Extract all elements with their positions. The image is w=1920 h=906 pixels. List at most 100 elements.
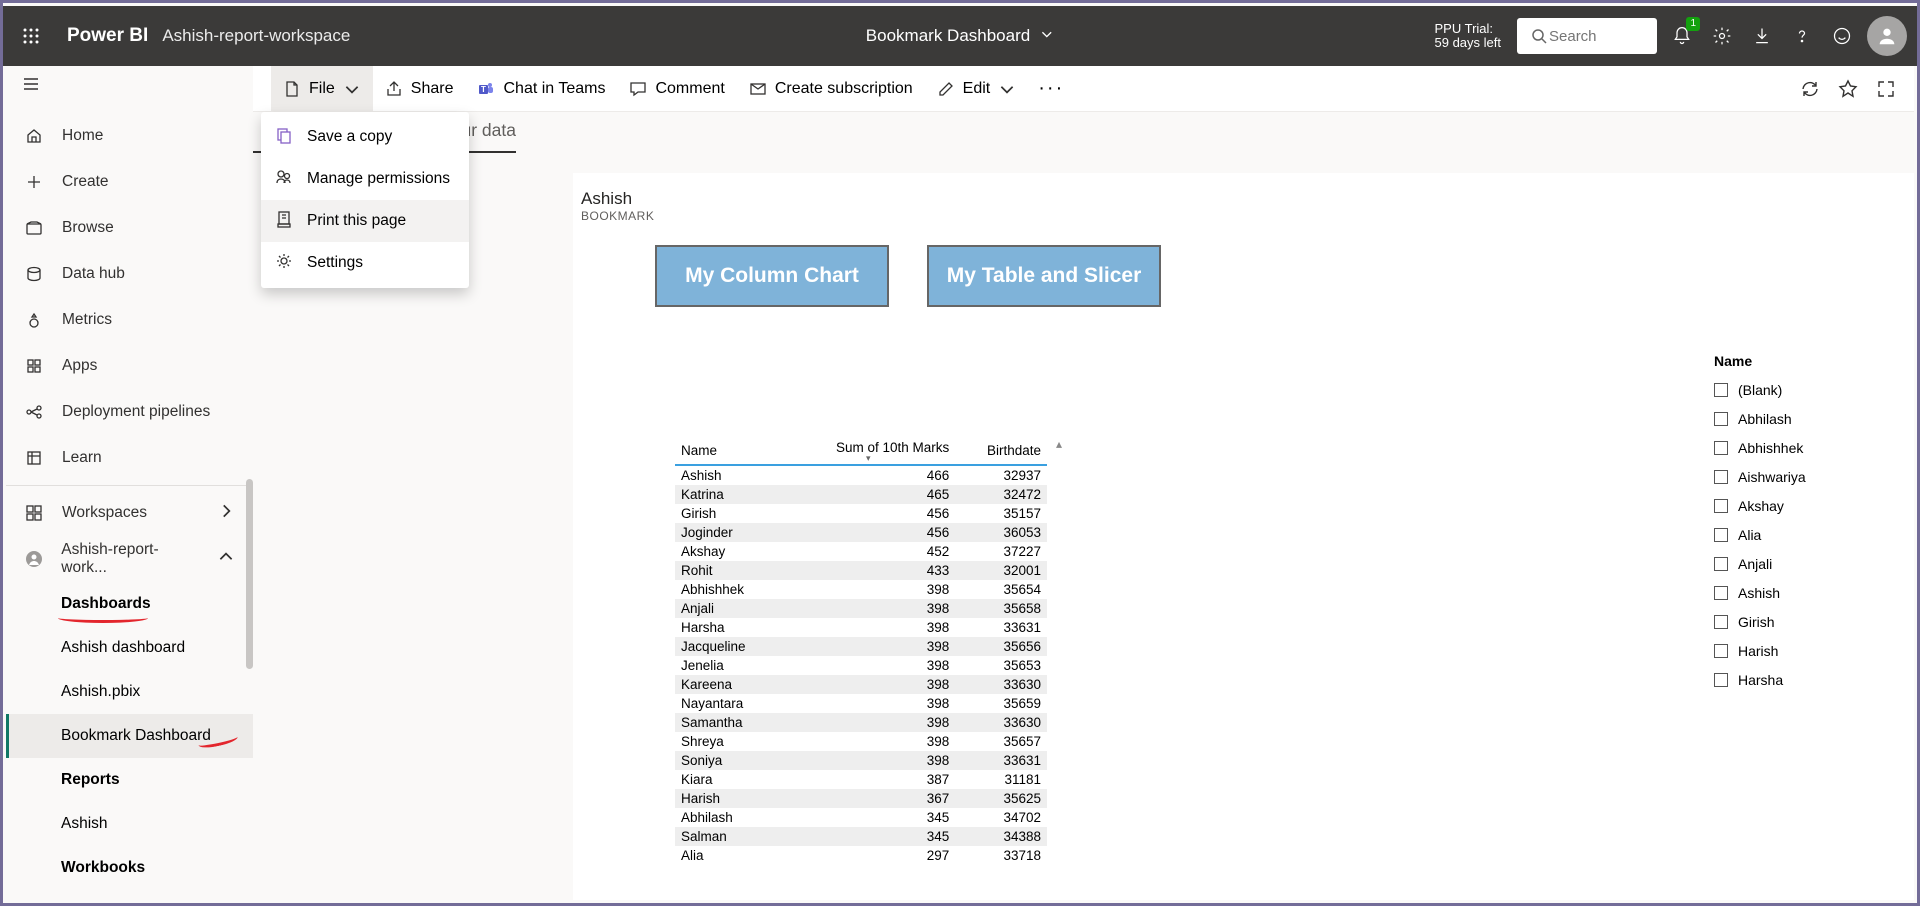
- checkbox[interactable]: [1714, 644, 1728, 658]
- nav-sub-bookmark-dashboard[interactable]: Bookmark Dashboard: [6, 714, 253, 758]
- table-row[interactable]: Soniya39833631: [675, 751, 1047, 770]
- nav-metrics[interactable]: Metrics: [6, 297, 253, 343]
- fullscreen-icon[interactable]: [1876, 79, 1896, 99]
- cmd-share[interactable]: Share: [373, 66, 466, 112]
- trial-status[interactable]: PPU Trial: 59 days left: [1435, 22, 1502, 51]
- feedback-icon[interactable]: [1827, 21, 1857, 51]
- download-icon[interactable]: [1747, 21, 1777, 51]
- cmd-more[interactable]: ···: [1028, 77, 1074, 100]
- nav-sub-ashish-pbix[interactable]: Ashish.pbix: [6, 670, 253, 714]
- brand-label[interactable]: Power BI: [67, 25, 148, 47]
- table-row[interactable]: Kiara38731181: [675, 770, 1047, 789]
- checkbox[interactable]: [1714, 586, 1728, 600]
- cmd-file[interactable]: File: [271, 66, 373, 112]
- bookmark-btn-column-chart[interactable]: My Column Chart: [655, 245, 889, 307]
- checkbox[interactable]: [1714, 470, 1728, 484]
- nav-apps[interactable]: Apps: [6, 343, 253, 389]
- table-row[interactable]: Harsha39833631: [675, 618, 1047, 637]
- nav-data-hub[interactable]: Data hub: [6, 251, 253, 297]
- table-row[interactable]: Nayantara39835659: [675, 694, 1047, 713]
- table-row[interactable]: Anjali39835658: [675, 599, 1047, 618]
- checkbox[interactable]: [1714, 615, 1728, 629]
- help-icon[interactable]: [1787, 21, 1817, 51]
- slicer-item[interactable]: Girish: [1714, 607, 1884, 636]
- checkbox[interactable]: [1714, 441, 1728, 455]
- app-launcher-icon[interactable]: [13, 28, 49, 44]
- checkbox[interactable]: [1714, 499, 1728, 513]
- nav-sub-dashboards[interactable]: Dashboards: [6, 582, 253, 626]
- nav-home[interactable]: Home: [6, 113, 253, 159]
- table-row[interactable]: Harish36735625: [675, 789, 1047, 808]
- slicer-item[interactable]: Harsha: [1714, 665, 1884, 694]
- cmd-edit[interactable]: Edit: [925, 66, 1029, 112]
- search-box[interactable]: [1517, 18, 1657, 54]
- nav-sub-workbooks[interactable]: Workbooks: [6, 846, 253, 890]
- nav-label: Apps: [62, 357, 97, 375]
- data-table[interactable]: NameSum of 10th Marks▾BirthdateAshish466…: [675, 437, 1047, 865]
- nav-sub-ashish-dashboard[interactable]: Ashish dashboard: [6, 626, 253, 670]
- table-row[interactable]: Samantha39833630: [675, 713, 1047, 732]
- menu-print-this-page[interactable]: Print this page: [261, 200, 469, 242]
- table-row[interactable]: Jacqueline39835656: [675, 637, 1047, 656]
- table-row[interactable]: Katrina46532472: [675, 485, 1047, 504]
- slicer-item[interactable]: Ashish: [1714, 578, 1884, 607]
- nav-deployment-pipelines[interactable]: Deployment pipelines: [6, 389, 253, 435]
- nav-toggle[interactable]: [6, 66, 56, 106]
- slicer-label: (Blank): [1738, 382, 1782, 398]
- checkbox[interactable]: [1714, 673, 1728, 687]
- table-row[interactable]: Kareena39833630: [675, 675, 1047, 694]
- bookmark-btn-table-slicer[interactable]: My Table and Slicer: [927, 245, 1161, 307]
- table-scroll-up[interactable]: ▴: [1053, 437, 1065, 451]
- col-header[interactable]: Sum of 10th Marks▾: [781, 437, 955, 465]
- cmd-comment[interactable]: Comment: [617, 66, 736, 112]
- slicer-item[interactable]: Abhilash: [1714, 404, 1884, 433]
- table-row[interactable]: Salman34534388: [675, 827, 1047, 846]
- nav-create[interactable]: Create: [6, 159, 253, 205]
- nav-sub-reports[interactable]: Reports: [6, 758, 253, 802]
- nav-current-workspace[interactable]: Ashish-report-work...: [6, 536, 253, 582]
- cmd-chat-teams[interactable]: T Chat in Teams: [465, 66, 617, 112]
- checkbox[interactable]: [1714, 528, 1728, 542]
- table-row[interactable]: Girish45635157: [675, 504, 1047, 523]
- slicer-item[interactable]: Harish: [1714, 636, 1884, 665]
- menu-settings[interactable]: Settings: [261, 242, 469, 284]
- favorite-icon[interactable]: [1838, 79, 1858, 99]
- table-row[interactable]: Abhilash34534702: [675, 808, 1047, 827]
- notifications-icon[interactable]: 1: [1667, 21, 1697, 51]
- checkbox[interactable]: [1714, 383, 1728, 397]
- nav-sub-ashish[interactable]: Ashish: [6, 802, 253, 846]
- menu-manage-permissions[interactable]: Manage permissions: [261, 158, 469, 200]
- workspace-breadcrumb[interactable]: Ashish-report-workspace: [162, 26, 350, 46]
- col-header[interactable]: Name: [675, 437, 781, 465]
- nav-scrollbar[interactable]: [246, 479, 253, 669]
- menu-save-a-copy[interactable]: Save a copy: [261, 116, 469, 158]
- checkbox[interactable]: [1714, 557, 1728, 571]
- col-header[interactable]: Birthdate: [955, 437, 1047, 465]
- table-row[interactable]: Akshay45237227: [675, 542, 1047, 561]
- table-row[interactable]: Alia29733718: [675, 846, 1047, 865]
- table-row[interactable]: Ashish46632937: [675, 465, 1047, 485]
- nav-icon: [24, 311, 44, 329]
- slicer-item[interactable]: Alia: [1714, 520, 1884, 549]
- cmd-subscription[interactable]: Create subscription: [737, 66, 925, 112]
- nav-workspaces[interactable]: Workspaces: [6, 490, 253, 536]
- nav-learn[interactable]: Learn: [6, 435, 253, 481]
- slicer-item[interactable]: Anjali: [1714, 549, 1884, 578]
- table-row[interactable]: Shreya39835657: [675, 732, 1047, 751]
- table-row[interactable]: Abhishhek39835654: [675, 580, 1047, 599]
- search-input[interactable]: [1547, 27, 1637, 46]
- slicer-item[interactable]: (Blank): [1714, 375, 1884, 404]
- settings-icon[interactable]: [1707, 21, 1737, 51]
- account-avatar[interactable]: [1867, 16, 1907, 56]
- checkbox[interactable]: [1714, 412, 1728, 426]
- refresh-icon[interactable]: [1800, 79, 1820, 99]
- table-row[interactable]: Joginder45636053: [675, 523, 1047, 542]
- table-row[interactable]: Jenelia39835653: [675, 656, 1047, 675]
- slicer-item[interactable]: Aishwariya: [1714, 462, 1884, 491]
- nav-label: Workspaces: [62, 504, 147, 522]
- slicer-item[interactable]: Akshay: [1714, 491, 1884, 520]
- slicer-item[interactable]: Abhishhek: [1714, 433, 1884, 462]
- page-title-dropdown[interactable]: Bookmark Dashboard: [866, 26, 1054, 46]
- table-row[interactable]: Rohit43332001: [675, 561, 1047, 580]
- nav-browse[interactable]: Browse: [6, 205, 253, 251]
